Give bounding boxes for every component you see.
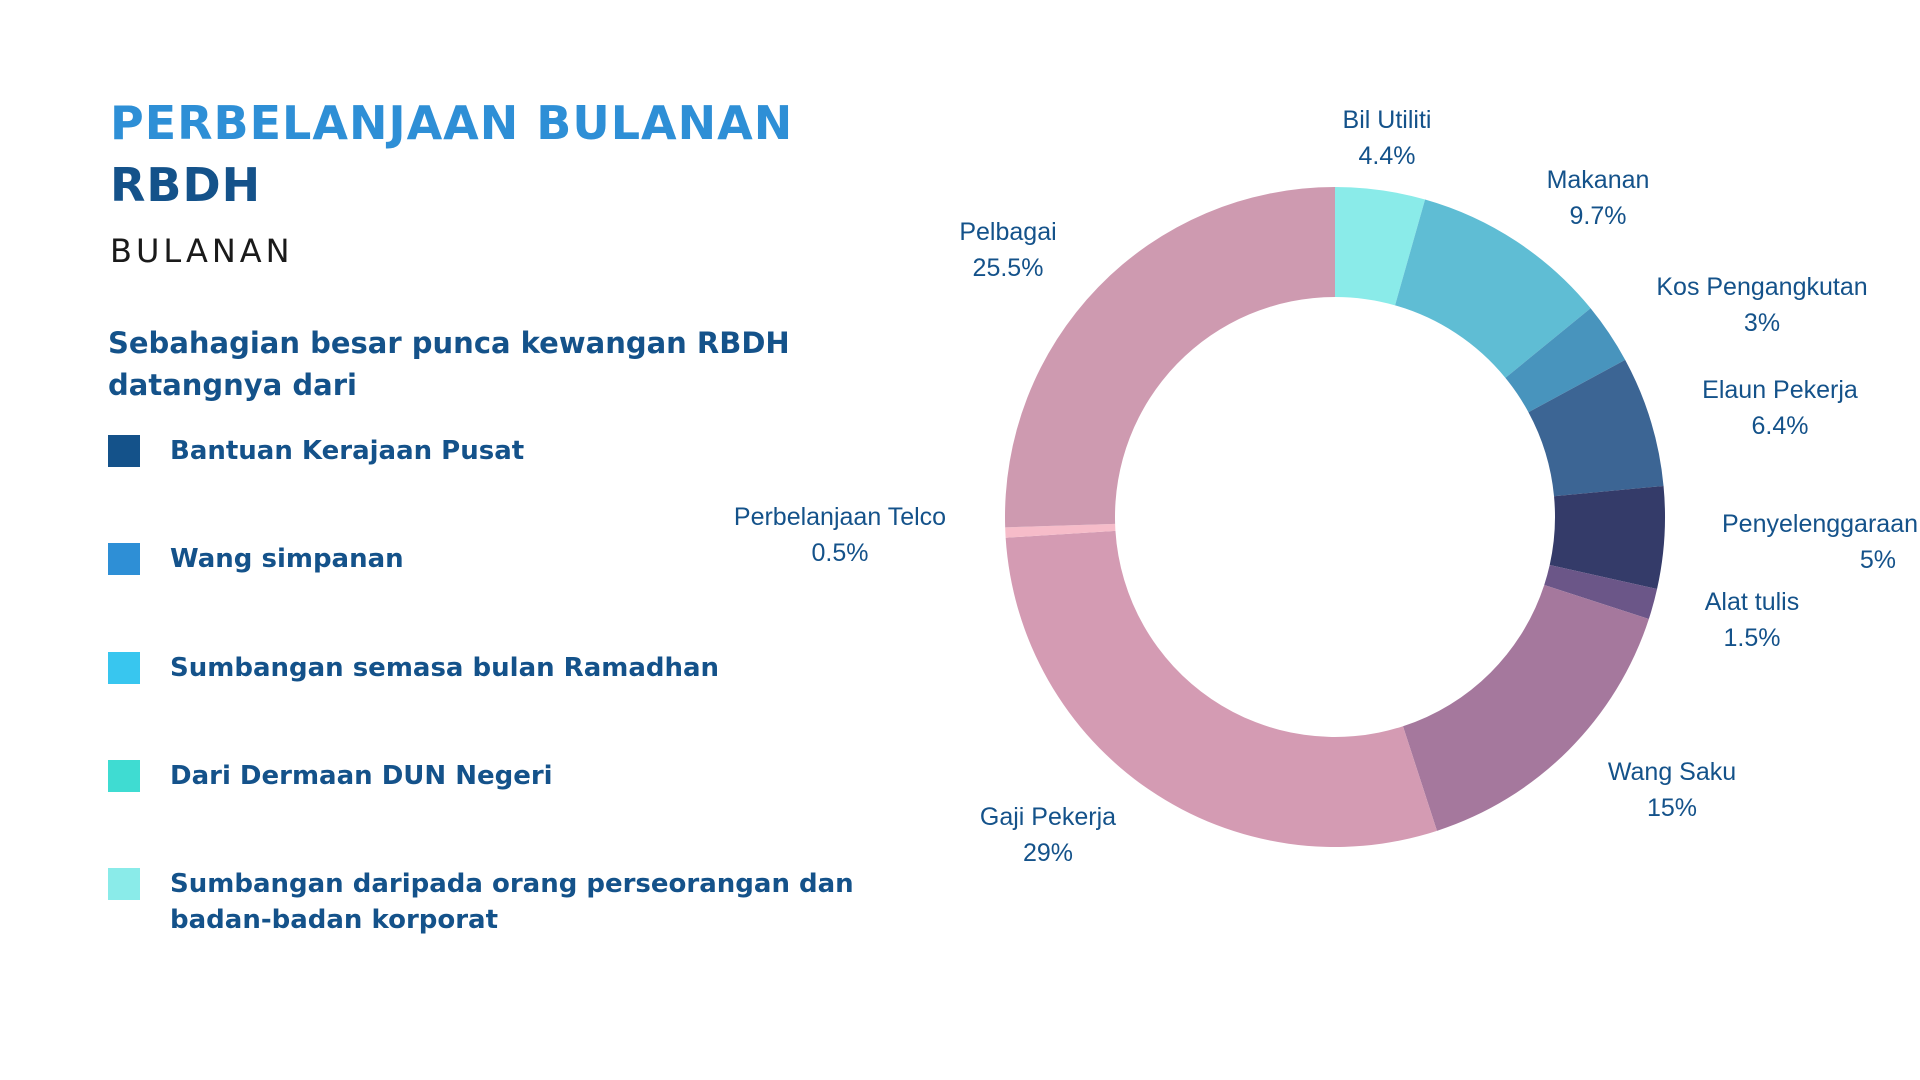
donut-slice-makanan (1395, 199, 1591, 378)
legend-item: Sumbangan daripada orang perseorangan da… (108, 866, 868, 946)
legend-label: Bantuan Kerajaan Pusat (170, 436, 525, 466)
legend-item: Bantuan Kerajaan Pusat (108, 433, 868, 493)
donut-slice-elaun-pekerja (1528, 359, 1664, 497)
slice-label: Penyelenggaraan (1722, 510, 1918, 538)
donut-slice-penyelenggaraan (1549, 485, 1665, 589)
legend-swatch (108, 652, 140, 684)
legend-swatch (108, 435, 140, 467)
donut-slice-bil-utiliti (1335, 187, 1426, 306)
donut-slice-wang-saku (1402, 584, 1649, 831)
slice-value-label: 5% (1860, 546, 1896, 574)
legend-swatch (108, 868, 140, 900)
slice-label: Bil Utiliti (1343, 106, 1432, 134)
slice-label: Wang Saku (1608, 758, 1736, 786)
slice-value-label: 9.7% (1570, 202, 1627, 230)
slice-label: Elaun Pekerja (1702, 376, 1858, 404)
donut-slice-kos-pengangkutan (1505, 308, 1626, 413)
legend-swatch (108, 543, 140, 575)
legend-item: Wang simpanan (108, 541, 868, 601)
page-title: PERBELANJAAN BULANAN (110, 96, 794, 150)
slice-value-label: 0.5% (812, 539, 869, 567)
slice-value-label: 1.5% (1724, 624, 1781, 652)
donut-slice-pelbagai (1005, 187, 1335, 528)
legend-label: Sumbangan semasa bulan Ramadhan (170, 653, 720, 683)
legend-item: Dari Dermaan DUN Negeri (108, 758, 868, 818)
slice-label: Makanan (1547, 166, 1650, 194)
slice-value-label: 25.5% (973, 254, 1044, 282)
legend-label: Wang simpanan (170, 544, 404, 574)
page-subtitle: BULANAN (110, 232, 294, 270)
legend-swatch (108, 760, 140, 792)
slice-value-label: 3% (1744, 309, 1780, 337)
donut-slice-gaji-pekerja (1005, 530, 1437, 847)
slice-value-label: 29% (1023, 839, 1073, 867)
slice-label: Perbelanjaan Telco (734, 503, 946, 531)
legend-label: Sumbangan daripada orang perseorangan da… (170, 869, 854, 935)
donut-slice-perbelanjaan-telco (1005, 523, 1116, 538)
slice-value-label: 15% (1647, 794, 1697, 822)
donut-slice-alat-tulis (1544, 564, 1658, 619)
slice-value-label: 4.4% (1359, 142, 1416, 170)
page-title-line2: RBDH (110, 158, 262, 212)
legend-label: Dari Dermaan DUN Negeri (170, 761, 553, 791)
slice-label: Kos Pengangkutan (1656, 273, 1867, 301)
slice-label: Alat tulis (1705, 588, 1799, 616)
slice-value-label: 6.4% (1752, 412, 1809, 440)
intro-text: Sebahagian besar punca kewangan RBDH dat… (108, 326, 790, 402)
slice-label: Gaji Pekerja (980, 803, 1116, 831)
slice-label: Pelbagai (959, 218, 1056, 246)
legend-item: Sumbangan semasa bulan Ramadhan (108, 650, 868, 710)
